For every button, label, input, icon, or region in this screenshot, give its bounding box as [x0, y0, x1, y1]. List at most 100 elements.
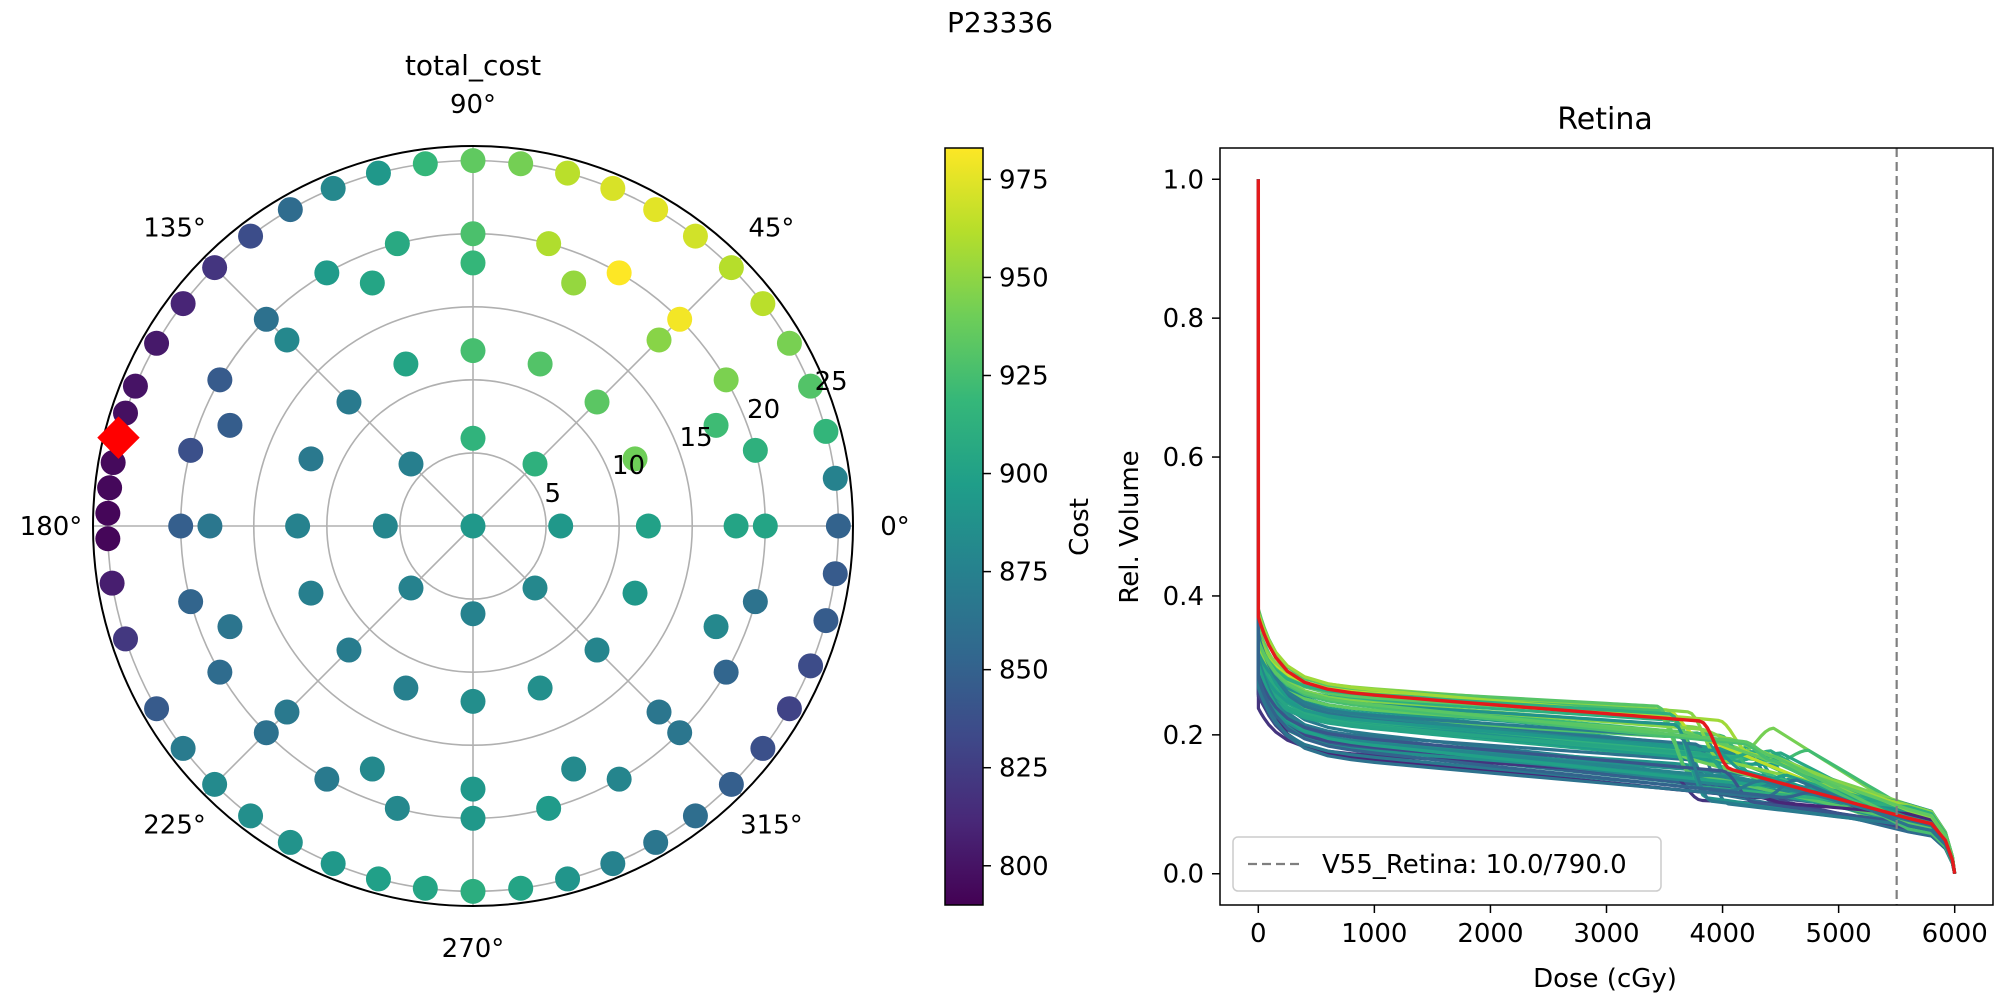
theta-tick-label: 45° — [748, 214, 794, 244]
colorbar-label: Cost — [1065, 498, 1095, 556]
polar-point — [197, 513, 223, 539]
polar-point — [606, 766, 632, 792]
y-tick-label: 0.6 — [1163, 443, 1204, 473]
y-tick-label: 0.0 — [1163, 860, 1204, 890]
polar-point — [527, 351, 553, 377]
r-tick-label: 20 — [747, 395, 780, 425]
polar-point — [635, 513, 661, 539]
polar-point — [238, 803, 264, 829]
colorbar-tick-label: 925 — [999, 361, 1049, 391]
polar-point — [217, 614, 243, 640]
polar-point — [622, 580, 648, 606]
polar-r-labels: 5 10 15 20 25 — [545, 367, 848, 509]
legend-label: V55_Retina: 10.0/790.0 — [1322, 850, 1627, 880]
polar-point — [561, 756, 587, 782]
colorbar-tick-label: 875 — [999, 558, 1049, 588]
polar-point — [238, 223, 264, 249]
dvh-legend: V55_Retina: 10.0/790.0 — [1232, 836, 1662, 892]
polar-point — [460, 805, 486, 831]
polar-point — [622, 446, 648, 472]
polar-point — [508, 875, 534, 901]
polar-theta-labels: 0° 45° 90° 135° 180° 225° 270° 315° — [20, 90, 910, 964]
polar-point — [606, 260, 632, 286]
polar-point — [460, 513, 486, 539]
dvh-x-ticks: 0 1000 2000 3000 4000 5000 6000 — [1250, 905, 1988, 949]
polar-point — [667, 720, 693, 746]
theta-tick-label: 135° — [143, 214, 206, 244]
polar-point — [750, 291, 776, 317]
polar-point — [298, 580, 324, 606]
polar-point — [536, 795, 562, 821]
polar-point — [460, 148, 486, 174]
polar-point — [460, 601, 486, 627]
polar-point — [170, 735, 196, 761]
polar-point — [752, 513, 778, 539]
x-tick-label: 2000 — [1457, 919, 1523, 949]
theta-tick-label: 270° — [442, 934, 505, 964]
polar-spoke-45 — [472, 256, 743, 527]
polar-point — [253, 306, 279, 332]
polar-point — [813, 608, 839, 634]
colorbar-tick-label: 900 — [999, 460, 1049, 490]
polar-point — [384, 231, 410, 257]
polar-point — [365, 160, 391, 186]
polar-point — [713, 659, 739, 685]
colorbar-tick-label: 850 — [999, 656, 1049, 686]
polar-point — [336, 389, 362, 415]
polar-point — [97, 475, 123, 501]
polar-point — [217, 412, 243, 438]
polar-point — [527, 675, 553, 701]
colorbar-tick-label: 950 — [999, 263, 1049, 293]
polar-point — [412, 151, 438, 177]
x-tick-label: 5000 — [1806, 919, 1872, 949]
polar-point — [274, 327, 300, 353]
polar-point — [393, 675, 419, 701]
colorbar-tick-label: 825 — [999, 754, 1049, 784]
polar-point — [522, 575, 548, 601]
polar-point — [314, 260, 340, 286]
polar-point — [298, 446, 324, 472]
y-tick-label: 0.8 — [1163, 304, 1204, 334]
polar-point — [682, 803, 708, 829]
polar-point — [178, 589, 204, 615]
polar-point — [112, 626, 138, 652]
polar-point — [750, 735, 776, 761]
polar-point — [718, 771, 744, 797]
polar-point — [359, 270, 385, 296]
polar-point — [825, 513, 851, 539]
polar-point — [460, 338, 486, 364]
theta-tick-label: 90° — [450, 90, 496, 120]
polar-point — [600, 175, 626, 201]
polar-point — [822, 465, 848, 491]
y-tick-label: 0.2 — [1163, 721, 1204, 751]
polar-point — [170, 291, 196, 317]
polar-point — [207, 659, 233, 685]
polar-point — [144, 696, 170, 722]
polar-point — [99, 570, 125, 596]
polar-point — [178, 437, 204, 463]
polar-point — [95, 526, 121, 552]
theta-tick-label: 0° — [880, 512, 910, 542]
x-tick-label: 3000 — [1573, 919, 1639, 949]
polar-point — [742, 589, 768, 615]
polar-point — [460, 425, 486, 451]
polar-point — [718, 255, 744, 281]
polar-point — [822, 561, 848, 587]
polar-point — [274, 699, 300, 725]
polar-point — [703, 412, 729, 438]
polar-point — [359, 756, 385, 782]
polar-point — [207, 367, 233, 393]
polar-point — [776, 696, 802, 722]
polar-point — [703, 614, 729, 640]
polar-spoke-135 — [203, 256, 474, 527]
dvh-series-line — [1256, 179, 1957, 874]
polar-point — [460, 688, 486, 714]
polar-point — [253, 720, 279, 746]
polar-point — [168, 513, 194, 539]
polar-outer-ring — [92, 145, 854, 907]
polar-point — [398, 451, 424, 477]
polar-point — [202, 255, 228, 281]
polar-point — [372, 513, 398, 539]
colorbar-gradient — [944, 147, 984, 906]
colorbar-tick-label: 800 — [999, 852, 1049, 882]
